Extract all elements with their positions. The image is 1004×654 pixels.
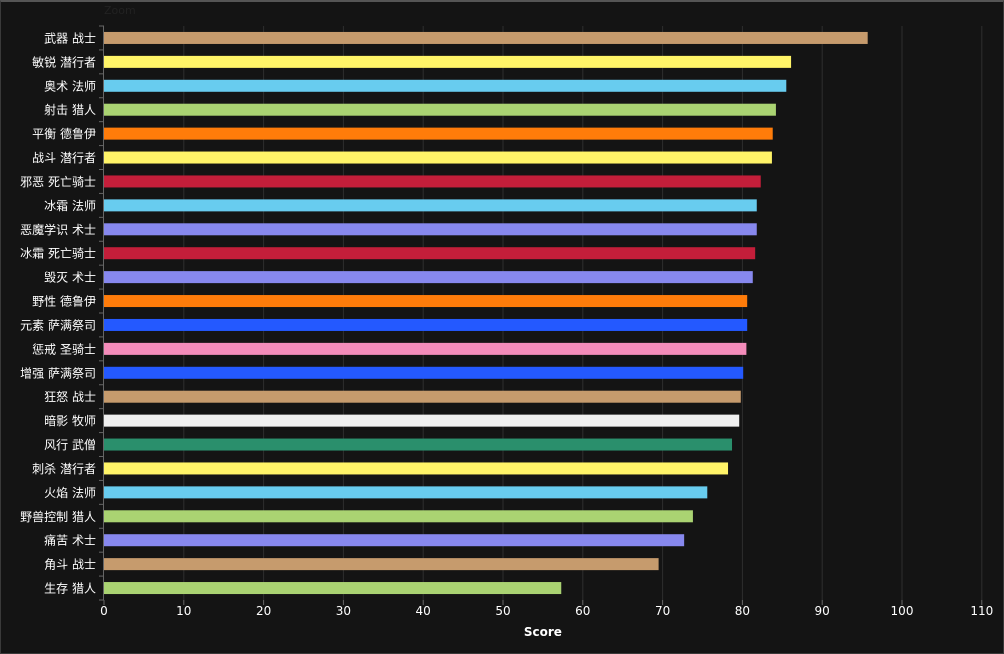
bar [104, 247, 756, 260]
y-category-label: 野兽控制 猎人 [20, 510, 96, 524]
x-tick-label: 0 [100, 604, 108, 618]
x-axis-title: Score [524, 625, 562, 639]
bar [104, 582, 562, 595]
x-tick-label: 100 [891, 604, 914, 618]
bar [104, 462, 729, 475]
bar [104, 55, 792, 68]
x-tick-label: 50 [495, 604, 510, 618]
y-category-label: 平衡 德鲁伊 [32, 126, 96, 141]
bar [104, 295, 748, 308]
zoom-label[interactable]: Zoom [104, 4, 136, 17]
x-tick-label: 30 [336, 604, 351, 618]
bar [104, 366, 744, 379]
bar [104, 271, 753, 284]
y-category-label: 元素 萨满祭司 [20, 318, 96, 332]
y-category-label: 刺杀 潜行者 [32, 461, 96, 476]
bar [104, 390, 741, 403]
x-tick-label: 60 [575, 604, 590, 618]
bar [104, 438, 733, 451]
y-category-label: 武器 战士 [44, 31, 96, 45]
x-tick-label: 110 [970, 604, 993, 618]
x-tick-label: 40 [416, 604, 431, 618]
bar [104, 486, 708, 499]
y-category-label: 敏锐 潜行者 [32, 54, 96, 69]
bar [104, 223, 757, 236]
bar [104, 534, 685, 547]
x-tick-label: 10 [176, 604, 191, 618]
x-tick-label: 90 [815, 604, 830, 618]
y-category-label: 狂怒 战士 [44, 389, 96, 404]
bar [104, 414, 740, 427]
bar [104, 151, 772, 164]
bar [104, 175, 761, 188]
bar [104, 199, 757, 212]
y-category-label: 痛苦 术士 [44, 533, 96, 548]
y-category-label: 惩戒 圣骑士 [32, 342, 96, 356]
bar [104, 31, 868, 44]
y-category-label: 生存 猎人 [44, 582, 96, 596]
x-tick-label: 20 [256, 604, 271, 618]
bar [104, 79, 787, 92]
y-category-label: 冰霜 死亡骑士 [20, 247, 96, 261]
y-category-label: 冰霜 法师 [44, 199, 96, 213]
y-category-label: 战斗 潜行者 [32, 151, 96, 165]
y-category-label: 毁灭 术士 [44, 270, 96, 285]
y-category-label: 野性 德鲁伊 [32, 294, 96, 309]
y-category-label: 风行 武僧 [44, 438, 96, 452]
x-tick-label: 80 [735, 604, 750, 618]
y-category-label: 角斗 战士 [44, 558, 96, 572]
y-category-label: 暗影 牧师 [44, 413, 96, 428]
bar [104, 127, 773, 140]
y-category-label: 恶魔学识 术士 [20, 222, 96, 237]
y-category-label: 火焰 法师 [44, 485, 96, 500]
bar [104, 342, 747, 355]
bar [104, 558, 659, 571]
y-category-label: 邪恶 死亡骑士 [20, 175, 96, 189]
y-category-label: 增强 萨满祭司 [20, 366, 96, 380]
y-category-label: 奥术 法师 [44, 79, 96, 93]
y-category-label: 射击 猎人 [44, 102, 96, 117]
bar [104, 103, 776, 116]
bar [104, 318, 748, 331]
x-tick-label: 70 [655, 604, 670, 618]
bar [104, 510, 693, 523]
